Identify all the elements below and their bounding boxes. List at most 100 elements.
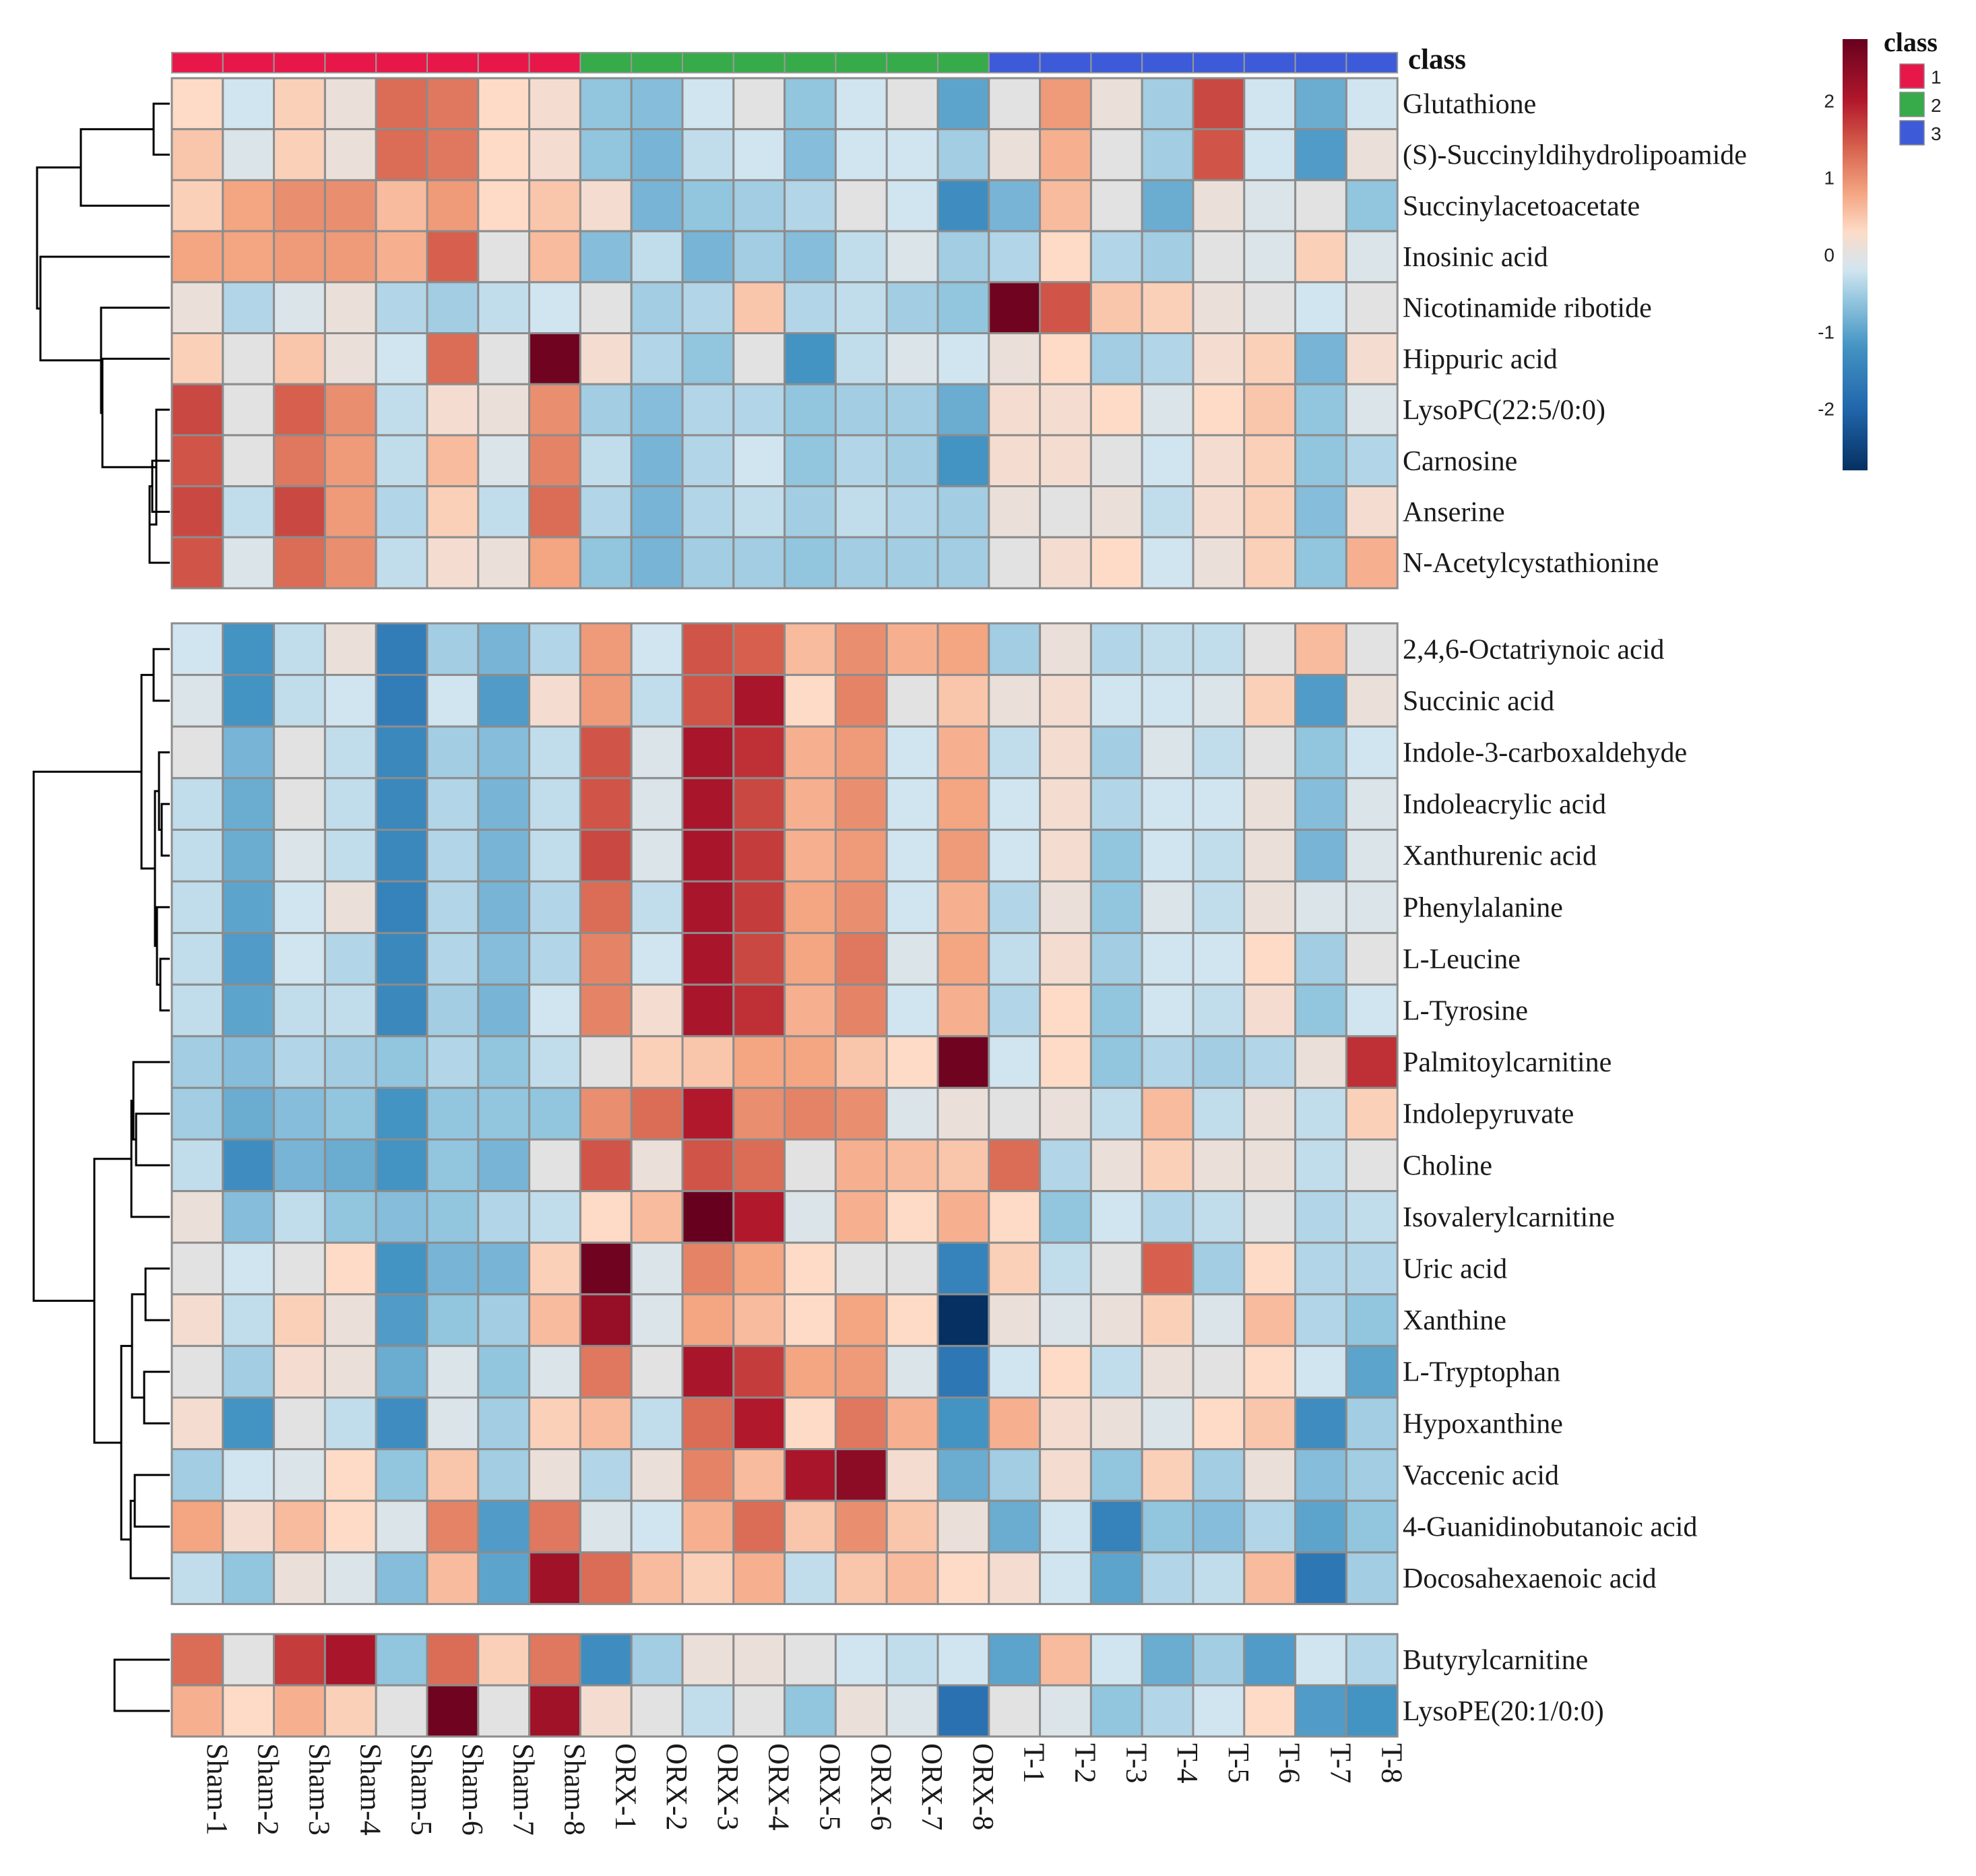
heatmap-cell <box>1141 828 1194 883</box>
heatmap-cell <box>885 1499 939 1554</box>
heatmap-cell <box>834 1551 888 1605</box>
heatmap-cell <box>1243 1190 1297 1244</box>
heatmap-cell <box>426 1344 480 1399</box>
heatmap-cell <box>1089 1086 1143 1141</box>
heatmap-cell <box>732 1190 786 1244</box>
heatmap-cell <box>988 128 1042 181</box>
heatmap-cell <box>834 383 888 437</box>
heatmap-cell <box>834 1035 888 1089</box>
heatmap-cell <box>528 674 581 728</box>
heatmap-cell <box>1141 383 1194 437</box>
heatmap-cell <box>1141 622 1194 677</box>
heatmap-cell <box>1345 1086 1399 1141</box>
heatmap-cell <box>936 332 990 385</box>
class-bar-cell <box>477 52 530 73</box>
heatmap-cell <box>426 880 480 935</box>
heatmap-cell <box>222 932 276 986</box>
heatmap-cell <box>1089 1499 1143 1554</box>
heatmap-cell <box>1039 777 1092 831</box>
heatmap-cell <box>222 281 276 334</box>
heatmap-cell <box>1039 1241 1092 1296</box>
heatmap-cell <box>630 383 684 437</box>
class-bar-cell <box>426 52 479 73</box>
heatmap-cell <box>426 1684 480 1738</box>
heatmap-cell <box>1192 983 1246 1038</box>
row-label: Xanthine <box>1403 1305 1506 1336</box>
heatmap-cell <box>630 179 684 232</box>
class-bar-cell <box>937 52 990 73</box>
heatmap-cell <box>323 383 377 437</box>
row-label: Carnosine <box>1403 446 1517 477</box>
heatmap-cell <box>1192 230 1246 284</box>
heatmap-cell <box>1345 777 1399 831</box>
heatmap-cell <box>1345 880 1399 935</box>
heatmap-cell <box>477 983 531 1038</box>
heatmap-cell <box>1345 485 1399 538</box>
heatmap-cell <box>170 1190 224 1244</box>
heatmap-cell <box>630 1448 684 1502</box>
heatmap-cell <box>988 880 1042 935</box>
heatmap-cell <box>988 434 1042 488</box>
heatmap-cell <box>1192 1190 1246 1244</box>
class-bar-cell <box>1243 52 1296 73</box>
heatmap-cell <box>222 536 276 590</box>
class-bar-cell <box>1039 52 1092 73</box>
heatmap-cell <box>1243 230 1297 284</box>
row-label: 2,4,6-Octatriynoic acid <box>1403 634 1664 665</box>
heatmap-cell <box>1089 1684 1143 1738</box>
heatmap-cell <box>477 1086 531 1141</box>
legend-label: 2 <box>1931 95 1942 116</box>
heatmap-cell <box>579 1293 633 1347</box>
heatmap-cell <box>681 1396 735 1451</box>
heatmap-cell <box>1039 1293 1092 1347</box>
heatmap-cell <box>579 281 633 334</box>
heatmap-cell <box>426 1633 480 1687</box>
heatmap-cell <box>1039 828 1092 883</box>
row-label: Isovalerylcarnitine <box>1403 1202 1615 1233</box>
heatmap-cell <box>1141 983 1194 1038</box>
colorbar-tick-label: 1 <box>1824 168 1835 189</box>
class-bar-cell <box>1345 52 1399 73</box>
heatmap-cell <box>579 880 633 935</box>
heatmap-cell <box>1243 434 1297 488</box>
heatmap-cell <box>375 777 428 831</box>
heatmap-cell <box>426 1241 480 1296</box>
heatmap-cell <box>885 828 939 883</box>
heatmap-cell <box>834 1086 888 1141</box>
heatmap-cell <box>375 1684 428 1738</box>
heatmap-cell <box>1294 828 1347 883</box>
heatmap-cell <box>222 230 276 284</box>
heatmap-cell <box>1039 1448 1092 1502</box>
heatmap-cell <box>222 1448 276 1502</box>
heatmap-cell <box>834 485 888 538</box>
heatmap-cell <box>885 128 939 181</box>
heatmap-cell <box>681 1241 735 1296</box>
heatmap-blocks <box>170 77 1399 1738</box>
heatmap-cell <box>885 1086 939 1141</box>
heatmap-cell <box>528 281 581 334</box>
heatmap-cell <box>477 622 531 677</box>
heatmap-cell <box>1345 622 1399 677</box>
heatmap-cell <box>323 983 377 1038</box>
heatmap-cell <box>1039 77 1092 131</box>
heatmap-cell <box>477 1448 531 1502</box>
heatmap-cell <box>1294 179 1347 232</box>
heatmap-cell <box>1039 383 1092 437</box>
heatmap-cell <box>784 622 837 677</box>
heatmap-cell <box>170 1241 224 1296</box>
class-bar-cell <box>579 52 633 73</box>
heatmap-cell <box>936 1499 990 1554</box>
heatmap-cell <box>528 485 581 538</box>
heatmap-cell <box>681 828 735 883</box>
heatmap-cell <box>1345 1293 1399 1347</box>
heatmap-cell <box>834 1396 888 1451</box>
heatmap-cell <box>170 1138 224 1193</box>
heatmap-cell <box>1192 485 1246 538</box>
heatmap-cell <box>323 1344 377 1399</box>
heatmap-cell <box>477 1551 531 1605</box>
class-bar-cell <box>835 52 888 73</box>
heatmap-cell <box>885 281 939 334</box>
heatmap-cell <box>784 1551 837 1605</box>
heatmap-cell <box>222 383 276 437</box>
heatmap-cell <box>273 179 326 232</box>
